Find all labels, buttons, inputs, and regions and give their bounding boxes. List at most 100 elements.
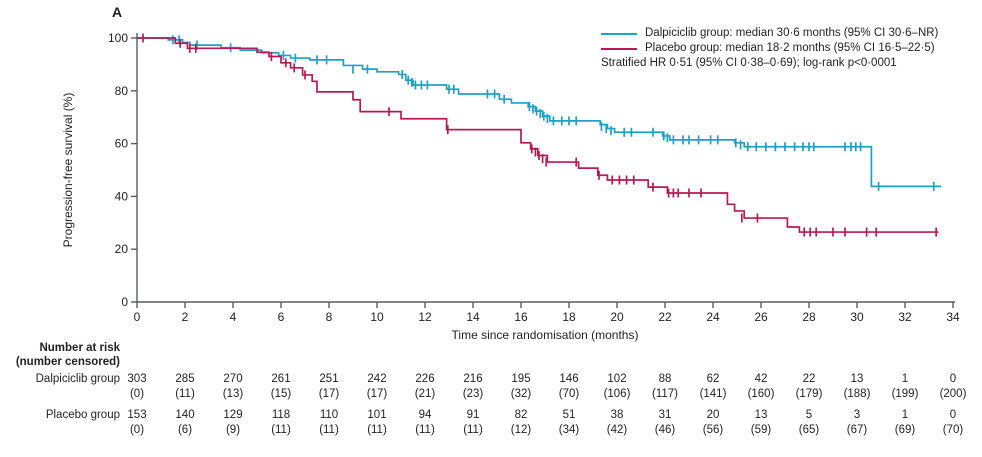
x-tick-label: 4 (230, 310, 237, 324)
legend-item-placebo: Placebo group: median 18·2 months (95% C… (601, 41, 938, 56)
censored-count: (69) (894, 424, 916, 436)
at-risk-count: 195 (511, 373, 531, 385)
y-tick-label: 80 (115, 84, 129, 98)
censored-count: (188) (843, 388, 871, 400)
censored-count: (15) (270, 388, 292, 400)
y-axis-title: Progression-free survival (%) (61, 92, 75, 248)
censored-count: (199) (891, 388, 919, 400)
censored-count: (179) (795, 388, 823, 400)
at-risk-count: 1 (901, 409, 909, 421)
censored-count: (42) (606, 424, 628, 436)
censored-count: (9) (225, 424, 241, 436)
at-risk-count: 62 (706, 373, 720, 385)
censored-count: (117) (652, 388, 678, 400)
x-tick-label: 6 (278, 310, 285, 324)
y-tick-label: 20 (115, 242, 129, 256)
censored-count: (56) (702, 424, 724, 436)
at-risk-count: 285 (175, 373, 195, 385)
x-tick-label: 8 (326, 310, 333, 324)
censored-count: (0) (129, 424, 145, 436)
at-risk-count: 101 (367, 409, 387, 421)
x-tick-label: 16 (514, 310, 528, 324)
at-risk-count: 42 (754, 373, 768, 385)
at-risk-count: 216 (463, 373, 483, 385)
at-risk-count: 242 (367, 373, 387, 385)
risk-row-label-placebo: Placebo group (45, 409, 120, 421)
at-risk-count: 94 (418, 409, 432, 421)
risk-table-header-2: (number censored) (15, 356, 120, 368)
at-risk-count: 251 (319, 373, 339, 385)
x-tick-label: 26 (754, 310, 768, 324)
censored-count: (11) (415, 424, 435, 436)
legend-label-dalpiciclib: Dalpiciclib group: median 30·6 months (9… (645, 27, 939, 39)
y-tick-label: 100 (108, 31, 128, 45)
at-risk-count: 303 (127, 373, 147, 385)
at-risk-count: 102 (607, 373, 627, 385)
x-tick-label: 0 (134, 310, 141, 324)
at-risk-count: 110 (319, 409, 339, 421)
dalpiciclib-line-swatch-icon (601, 32, 637, 35)
at-risk-count: 5 (805, 409, 813, 421)
at-risk-count: 261 (271, 373, 291, 385)
y-tick-label: 40 (115, 189, 129, 203)
censored-count: (13) (222, 388, 244, 400)
risk-row-label-dalpiciclib: Dalpiciclib group (35, 373, 120, 385)
x-tick-label: 12 (418, 310, 432, 324)
censored-count: (67) (846, 424, 868, 436)
at-risk-count: 22 (802, 373, 816, 385)
at-risk-count: 51 (562, 409, 576, 421)
x-tick-label: 18 (562, 310, 576, 324)
at-risk-count: 270 (223, 373, 243, 385)
censored-count: (23) (462, 388, 484, 400)
stratified-hr-note: Stratified HR 0·51 (95% CI 0·38–0·69); l… (601, 57, 897, 69)
censored-count: (65) (798, 424, 820, 436)
censored-count: (106) (603, 388, 631, 400)
censored-count: (46) (654, 424, 676, 436)
x-tick-label: 28 (802, 310, 816, 324)
censored-count: (59) (750, 424, 772, 436)
at-risk-count: 88 (658, 373, 672, 385)
censored-count: (11) (367, 424, 387, 436)
at-risk-count: 91 (466, 409, 480, 421)
censored-count: (34) (558, 424, 580, 436)
at-risk-count: 13 (850, 373, 864, 385)
x-tick-label: 10 (370, 310, 384, 324)
at-risk-count: 226 (415, 373, 435, 385)
x-tick-label: 22 (658, 310, 672, 324)
censored-count: (6) (177, 424, 193, 436)
censored-count: (11) (175, 388, 195, 400)
at-risk-count: 82 (514, 409, 528, 421)
at-risk-count: 20 (706, 409, 720, 421)
censored-count: (70) (942, 424, 964, 436)
censored-count: (32) (510, 388, 532, 400)
at-risk-count: 146 (559, 373, 579, 385)
at-risk-count: 31 (658, 409, 672, 421)
x-tick-label: 30 (850, 310, 864, 324)
at-risk-count: 140 (175, 409, 195, 421)
x-tick-label: 14 (466, 310, 480, 324)
legend-label-placebo: Placebo group: median 18·2 months (95% C… (645, 42, 935, 54)
legend: Dalpiciclib group: median 30·6 months (9… (601, 26, 938, 71)
y-tick-label: 60 (115, 137, 129, 151)
at-risk-count: 153 (127, 409, 147, 421)
x-axis-title: Time since randomisation (months) (451, 328, 639, 342)
censored-count: (160) (747, 388, 775, 400)
at-risk-count: 13 (754, 409, 768, 421)
censored-count: (17) (318, 388, 340, 400)
censored-count: (141) (699, 388, 727, 400)
y-tick-label: 0 (121, 295, 128, 309)
at-risk-count: 1 (901, 373, 909, 385)
censored-count: (200) (939, 388, 967, 400)
placebo-survival-curve (137, 37, 939, 233)
x-tick-label: 20 (610, 310, 624, 324)
x-tick-label: 2 (182, 310, 189, 324)
censored-count: (11) (271, 424, 291, 436)
x-tick-label: 24 (706, 310, 720, 324)
panel-label: A (112, 4, 123, 20)
legend-item-dalpiciclib: Dalpiciclib group: median 30·6 months (9… (601, 26, 938, 41)
censored-count: (12) (510, 424, 532, 436)
censored-count: (0) (129, 388, 145, 400)
risk-table-header-1: Number at risk (39, 342, 120, 354)
